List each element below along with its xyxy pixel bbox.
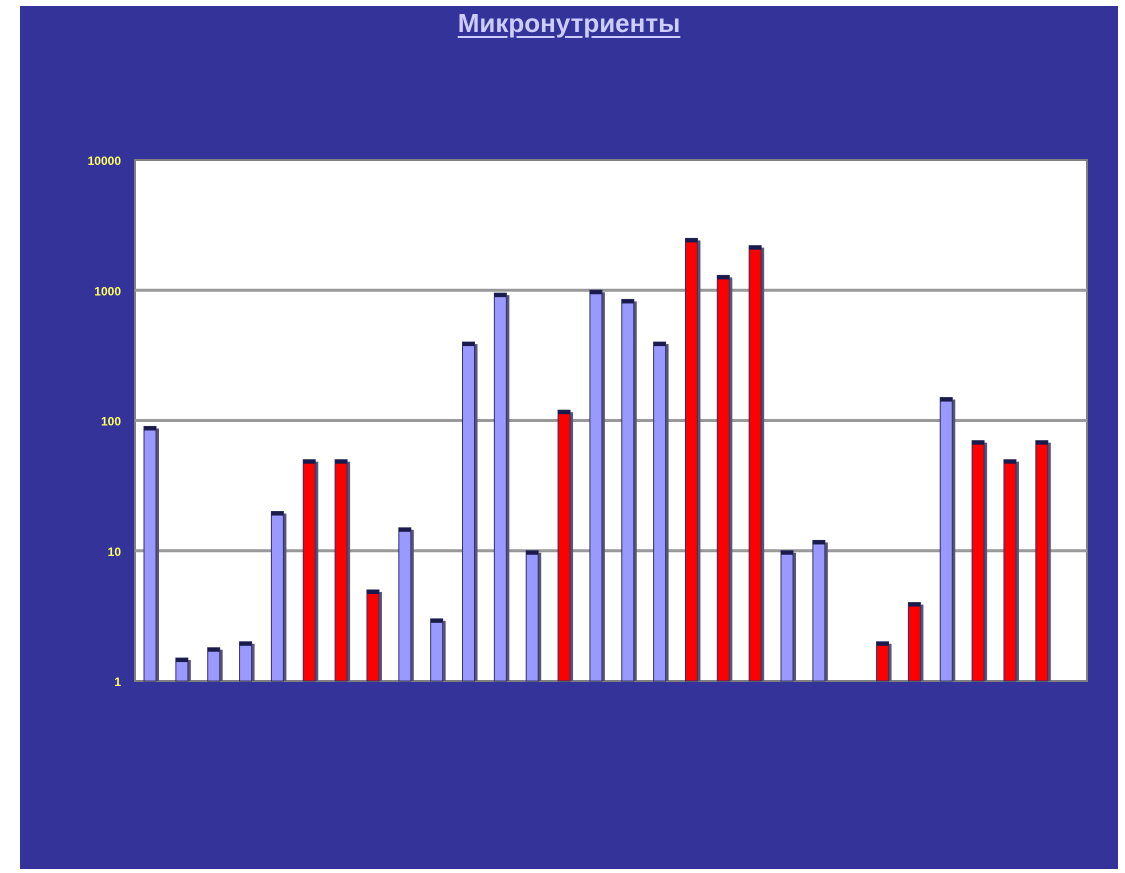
y-tick-label: 1 [114, 675, 121, 689]
bar-cap [717, 275, 730, 280]
bar-cap [462, 342, 475, 347]
chart-svg: 1 10 100 1000 10000 [88, 154, 1088, 689]
bar [748, 245, 762, 682]
bar [939, 397, 953, 682]
bar-cap [271, 511, 284, 516]
bar-cap [908, 602, 921, 607]
y-tick-label: 1000 [94, 284, 121, 298]
bar-cap [876, 641, 889, 646]
bar [653, 341, 667, 682]
bar-cap [398, 527, 411, 532]
bar [812, 539, 826, 682]
bar-cap [1003, 459, 1016, 464]
bar [907, 602, 921, 682]
bar-cap [366, 589, 379, 594]
chart-title: Микронутриенты [457, 8, 681, 38]
bar-cap [430, 618, 443, 623]
bar [621, 298, 635, 682]
bar [462, 341, 475, 682]
bar [366, 589, 380, 682]
y-tick-label: 100 [101, 415, 121, 429]
bar [525, 550, 539, 682]
bar-cap [589, 290, 602, 295]
bar [1035, 440, 1049, 682]
bar-cap [526, 550, 539, 555]
bar [239, 641, 253, 682]
bar-cap [685, 238, 698, 243]
y-tick-label: 10000 [88, 154, 122, 168]
bar-cap [972, 440, 985, 445]
slide-background: Микронутриенты 1 10 100 1000 10000 [20, 6, 1118, 869]
bar-cap [1035, 440, 1048, 445]
bar-cap [335, 459, 348, 464]
bar [780, 550, 794, 682]
bar-cap [812, 540, 825, 545]
bar [302, 459, 316, 682]
bar-cap [653, 342, 666, 347]
bar [493, 292, 507, 682]
bar [1003, 459, 1017, 682]
bar-cap [494, 293, 507, 298]
bar-cap [940, 397, 953, 402]
bar [430, 618, 444, 682]
bar [971, 440, 985, 682]
bar-cap [303, 459, 316, 464]
bar-cap [144, 426, 156, 431]
bar [716, 274, 730, 682]
bar [207, 647, 221, 682]
bar-cap [239, 641, 252, 646]
bar [143, 425, 157, 682]
bar [398, 527, 412, 682]
bar-cap [749, 245, 762, 250]
bar [334, 459, 348, 682]
bar-cap [621, 299, 634, 304]
bar [684, 237, 698, 682]
bar [589, 289, 603, 682]
bar-cap [558, 410, 571, 415]
bar-cap [175, 658, 188, 663]
bar [876, 641, 890, 682]
bar-cap [207, 647, 220, 652]
y-tick-label: 10 [108, 545, 122, 559]
bar [557, 409, 571, 682]
bar [270, 511, 284, 682]
bar-cap [781, 550, 793, 555]
